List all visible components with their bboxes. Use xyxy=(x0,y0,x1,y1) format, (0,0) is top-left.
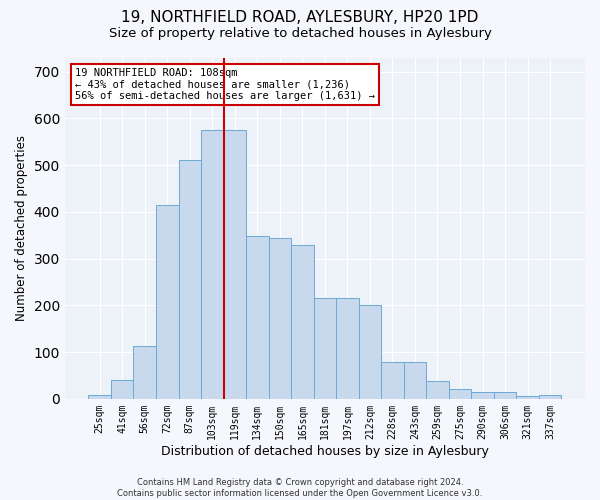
Bar xyxy=(291,244,314,399)
Bar xyxy=(539,395,562,399)
Bar xyxy=(179,160,201,399)
Bar xyxy=(314,298,336,399)
Bar xyxy=(471,392,494,399)
Bar xyxy=(246,236,269,399)
Bar xyxy=(224,130,246,399)
Y-axis label: Number of detached properties: Number of detached properties xyxy=(15,135,28,321)
Bar xyxy=(517,396,539,399)
X-axis label: Distribution of detached houses by size in Aylesbury: Distribution of detached houses by size … xyxy=(161,444,489,458)
Bar xyxy=(449,388,471,399)
Bar xyxy=(336,298,359,399)
Bar xyxy=(404,362,426,399)
Bar xyxy=(269,238,291,399)
Bar xyxy=(201,130,224,399)
Bar xyxy=(88,395,111,399)
Text: 19 NORTHFIELD ROAD: 108sqm
← 43% of detached houses are smaller (1,236)
56% of s: 19 NORTHFIELD ROAD: 108sqm ← 43% of deta… xyxy=(75,68,375,101)
Bar xyxy=(426,381,449,399)
Bar xyxy=(133,346,156,399)
Text: Contains HM Land Registry data © Crown copyright and database right 2024.
Contai: Contains HM Land Registry data © Crown c… xyxy=(118,478,482,498)
Text: 19, NORTHFIELD ROAD, AYLESBURY, HP20 1PD: 19, NORTHFIELD ROAD, AYLESBURY, HP20 1PD xyxy=(121,10,479,25)
Bar xyxy=(494,392,517,399)
Bar xyxy=(359,306,381,399)
Text: Size of property relative to detached houses in Aylesbury: Size of property relative to detached ho… xyxy=(109,28,491,40)
Bar xyxy=(381,362,404,399)
Bar xyxy=(156,205,179,399)
Bar xyxy=(111,380,133,399)
